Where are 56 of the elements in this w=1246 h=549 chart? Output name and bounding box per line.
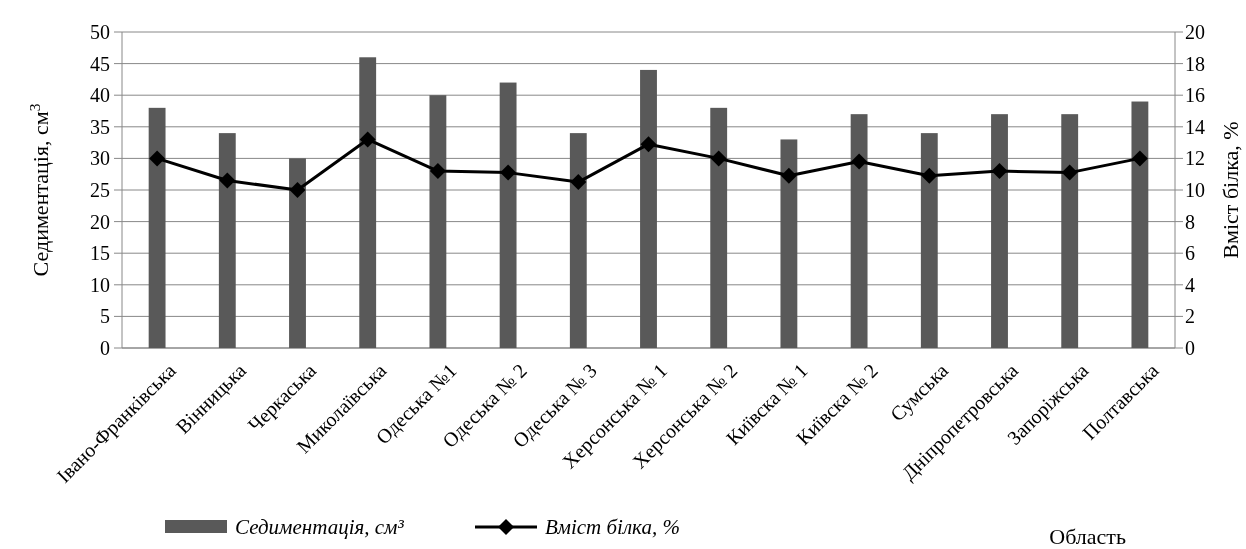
point: [570, 174, 587, 191]
point: [991, 163, 1008, 180]
point: [640, 136, 657, 153]
y2-tick-label: 0: [1185, 337, 1195, 359]
bar: [499, 82, 517, 348]
bar: [569, 133, 587, 348]
y2-tick-label: 10: [1185, 179, 1205, 201]
bar: [218, 133, 236, 348]
point: [1131, 150, 1148, 167]
y2-axis-title: Вміст білка, %: [1218, 121, 1243, 259]
x-axis-title: Область: [1049, 524, 1126, 549]
bar: [850, 114, 868, 348]
bar: [920, 133, 938, 348]
y-tick-label: 0: [100, 337, 110, 359]
bar: [289, 158, 306, 348]
y2-tick-label: 6: [1185, 242, 1195, 265]
y2-tick-label: 12: [1185, 147, 1205, 170]
legend-label: Вміст білка, %: [545, 515, 680, 540]
y2-tick-label: 4: [1185, 273, 1195, 296]
y2-tick-label: 8: [1185, 210, 1195, 233]
point: [921, 167, 938, 184]
point: [359, 131, 376, 148]
legend-label: Седиментація, см³: [235, 515, 405, 540]
point: [289, 182, 306, 198]
point: [1061, 164, 1078, 181]
point: [429, 163, 446, 180]
y-tick-label: 30: [90, 147, 110, 170]
y-tick-label: 15: [90, 242, 110, 265]
y-tick-label: 5: [100, 305, 110, 328]
y2-tick-label: 18: [1185, 52, 1205, 75]
y2-tick-label: 14: [1185, 115, 1205, 138]
y-tick-label: 50: [90, 21, 110, 43]
y2-tick-label: 2: [1185, 305, 1195, 328]
y-tick-label: 10: [90, 273, 110, 296]
point: [500, 164, 517, 181]
point: [851, 153, 868, 170]
bar: [1131, 101, 1149, 348]
bar: [429, 95, 447, 348]
y-tick-label: 35: [90, 115, 110, 138]
point: [219, 172, 236, 189]
bar: [359, 57, 377, 348]
y-tick-label: 20: [90, 210, 110, 233]
y-tick-label: 45: [90, 52, 110, 75]
point: [780, 167, 797, 184]
y2-tick-label: 16: [1185, 84, 1205, 107]
point: [149, 150, 166, 167]
bar: [148, 107, 166, 348]
bar: [1061, 114, 1079, 348]
y2-tick-label: 20: [1185, 21, 1205, 43]
y-tick-label: 25: [90, 179, 110, 201]
bar: [991, 114, 1008, 348]
point: [710, 150, 727, 167]
y-tick-label: 40: [90, 84, 110, 107]
bar: [780, 139, 798, 348]
bar: [640, 69, 657, 348]
bar: [710, 107, 728, 348]
